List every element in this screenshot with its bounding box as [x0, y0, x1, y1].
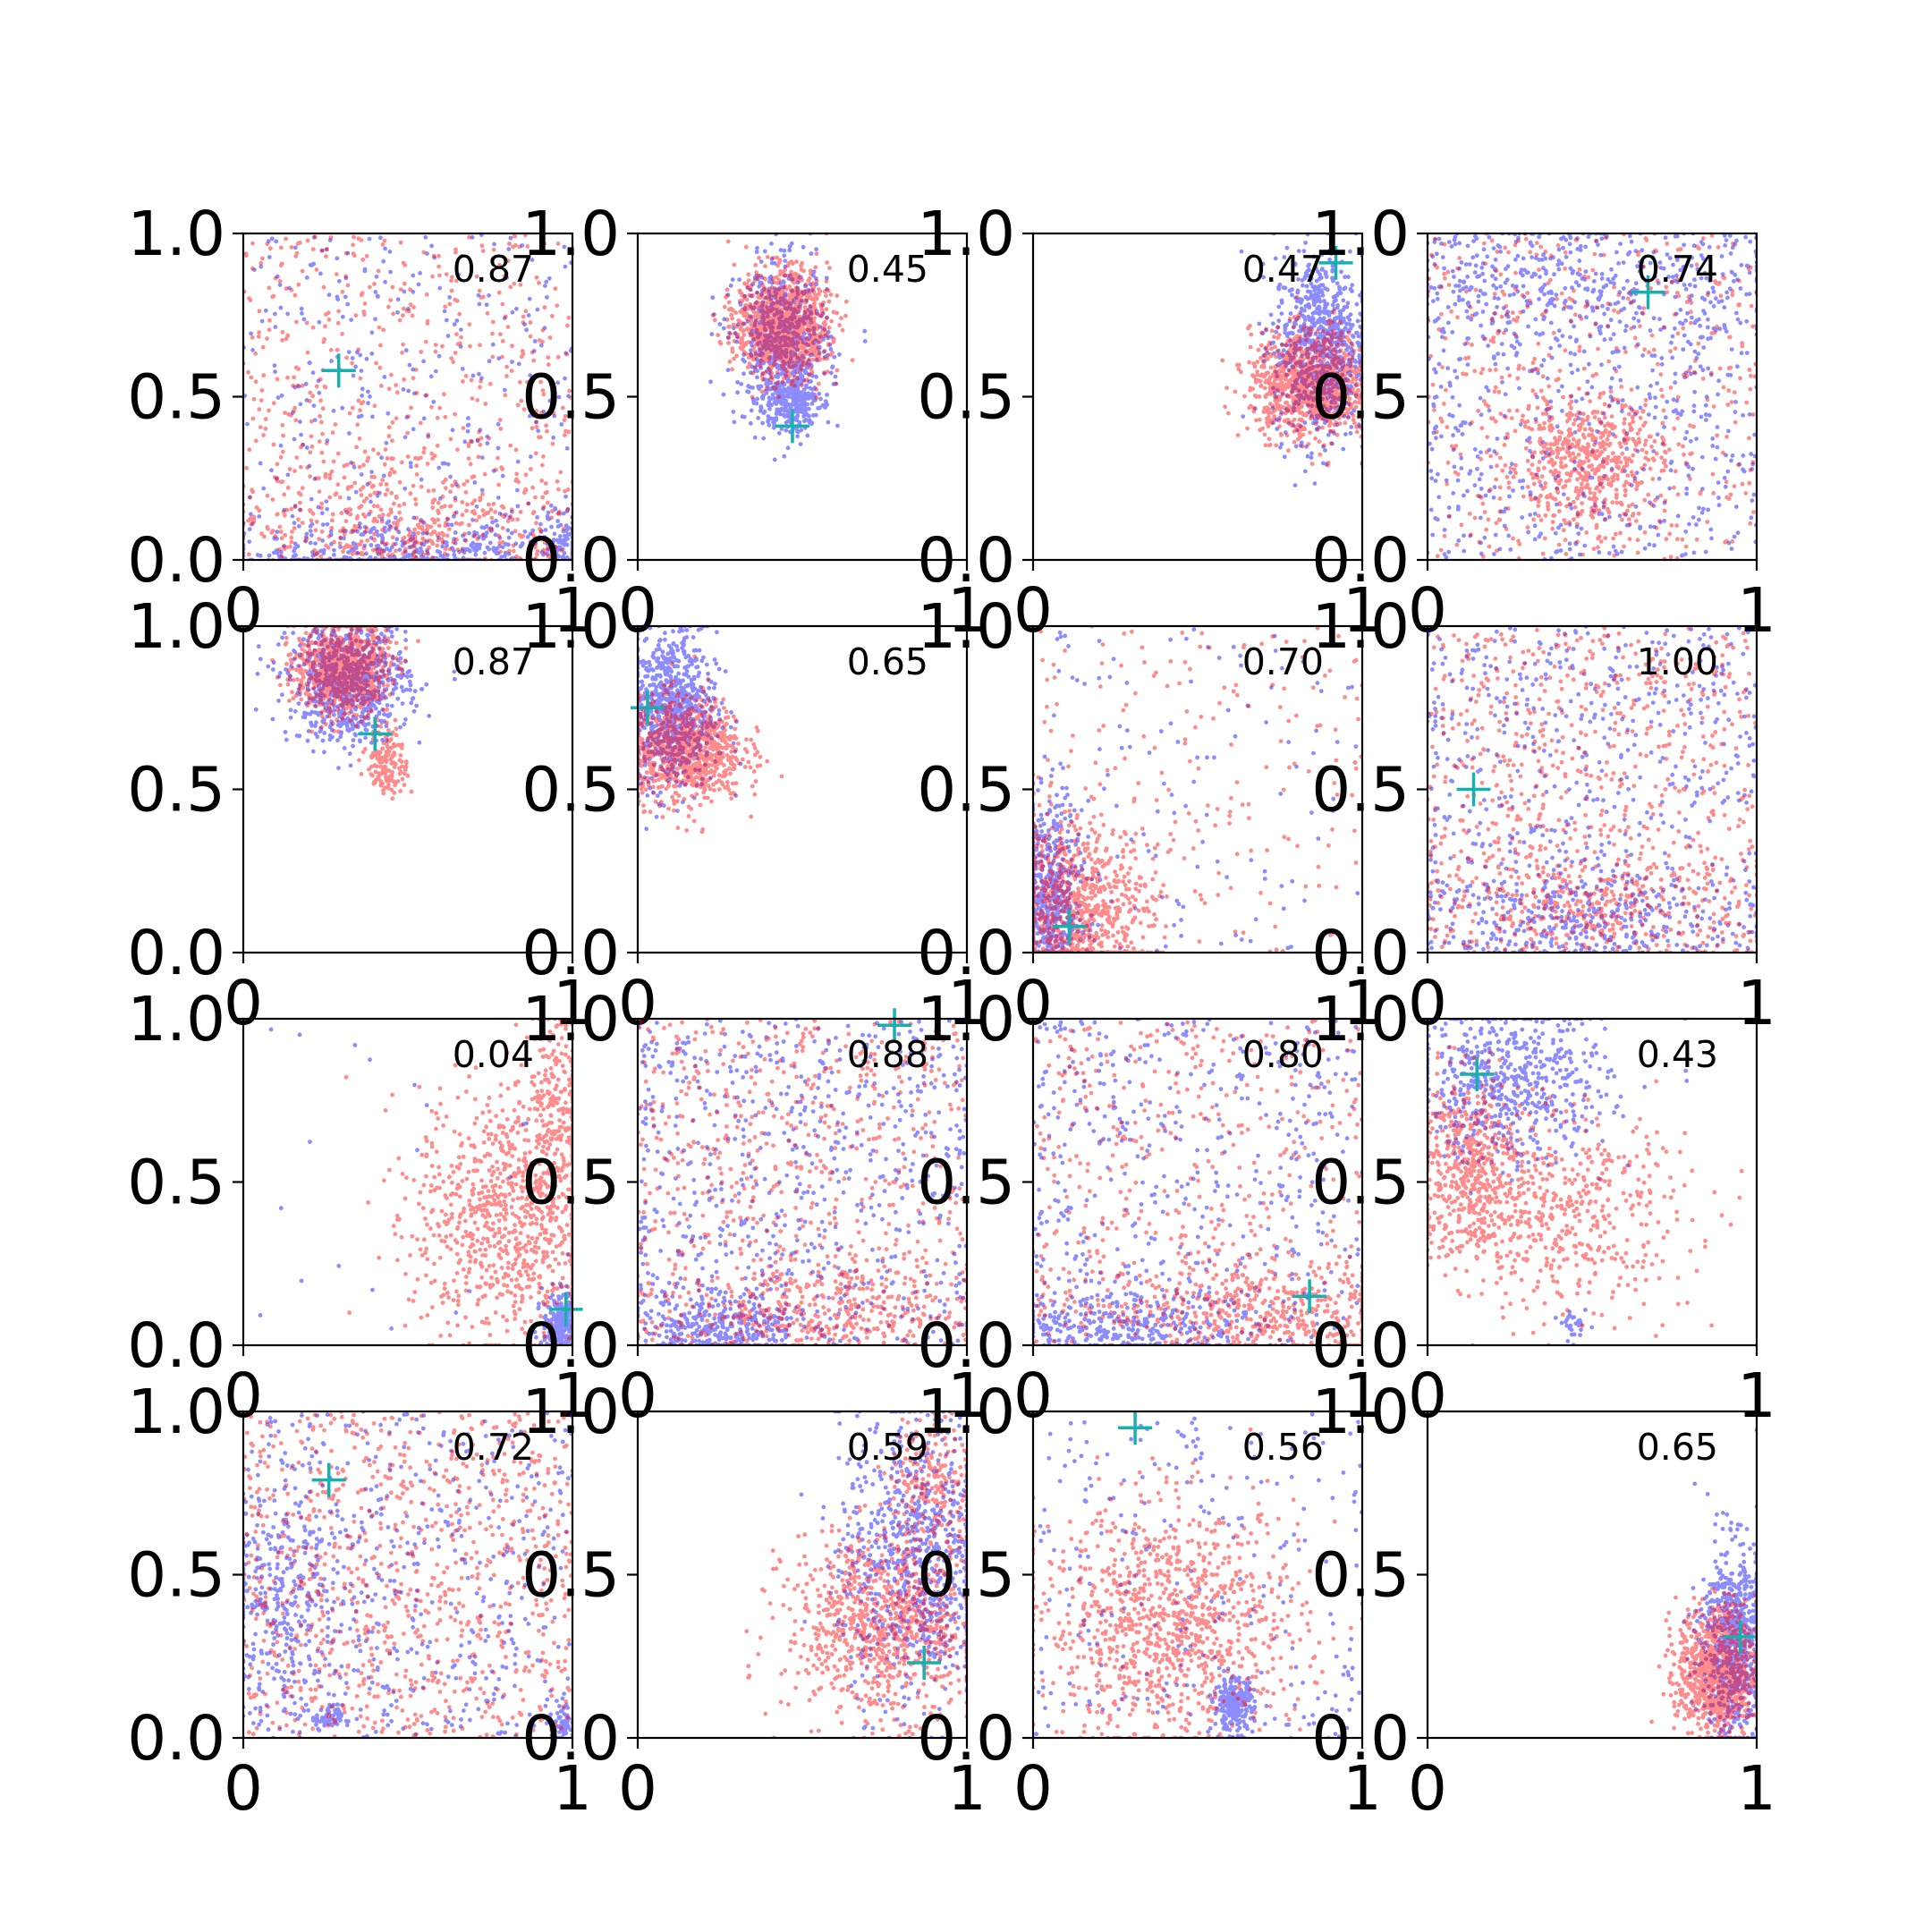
y-tick-label: 0.0 — [521, 918, 620, 989]
y-tick-label: 0.0 — [127, 1703, 225, 1775]
panel-score-label: 0.43 — [1637, 1033, 1718, 1076]
y-tick-label: 0.5 — [521, 1148, 620, 1219]
y-tick-label: 1.0 — [1311, 199, 1410, 270]
y-tick-label: 1.0 — [521, 1377, 620, 1448]
x-tick-label: 0 — [1408, 1753, 1447, 1825]
y-tick-label: 0.0 — [917, 1703, 1015, 1775]
y-tick-label: 1.0 — [127, 1377, 225, 1448]
y-tick-label: 0.5 — [917, 755, 1015, 826]
y-tick-label: 1.0 — [917, 591, 1015, 663]
x-tick-label: 1 — [1737, 1753, 1776, 1825]
x-tick-label: 0 — [224, 1753, 263, 1825]
y-tick-label: 1.0 — [127, 984, 225, 1055]
y-tick-label: 0.5 — [127, 1540, 225, 1612]
panel-score-label: 0.65 — [1637, 1426, 1718, 1469]
y-tick-label: 0.0 — [521, 525, 620, 597]
y-tick-label: 1.0 — [1311, 1377, 1410, 1448]
y-tick-label: 0.0 — [1311, 1310, 1410, 1382]
y-tick-label: 0.0 — [521, 1310, 620, 1382]
panel-score-label: 0.74 — [1637, 248, 1718, 291]
y-tick-label: 1.0 — [1311, 591, 1410, 663]
y-tick-label: 1.0 — [521, 199, 620, 270]
y-tick-label: 0.5 — [917, 362, 1015, 434]
y-tick-label: 0.5 — [917, 1540, 1015, 1612]
y-tick-label: 0.0 — [917, 918, 1015, 989]
y-tick-label: 0.0 — [1311, 1703, 1410, 1775]
y-tick-label: 0.5 — [127, 362, 225, 434]
y-tick-label: 0.5 — [521, 362, 620, 434]
y-tick-label: 0.0 — [917, 525, 1015, 597]
y-tick-label: 1.0 — [917, 984, 1015, 1055]
y-tick-label: 1.0 — [127, 591, 225, 663]
y-tick-label: 0.0 — [917, 1310, 1015, 1382]
y-tick-label: 0.5 — [127, 1148, 225, 1219]
panel-score-label: 1.00 — [1637, 640, 1718, 683]
y-tick-label: 1.0 — [917, 199, 1015, 270]
y-tick-label: 0.5 — [1311, 1148, 1410, 1219]
y-tick-label: 1.0 — [521, 984, 620, 1055]
y-tick-label: 0.0 — [127, 1310, 225, 1382]
y-tick-label: 0.5 — [917, 1148, 1015, 1219]
y-tick-label: 0.0 — [521, 1703, 620, 1775]
y-tick-label: 0.0 — [127, 525, 225, 597]
y-tick-label: 1.0 — [917, 1377, 1015, 1448]
y-tick-label: 0.5 — [521, 1540, 620, 1612]
y-tick-label: 1.0 — [521, 591, 620, 663]
y-tick-label: 0.0 — [1311, 525, 1410, 597]
y-tick-label: 0.0 — [127, 918, 225, 989]
x-tick-label: 0 — [618, 1753, 657, 1825]
y-tick-label: 0.5 — [1311, 1540, 1410, 1612]
y-tick-label: 0.5 — [1311, 755, 1410, 826]
x-tick-label: 0 — [1013, 1753, 1053, 1825]
y-tick-label: 0.0 — [1311, 918, 1410, 989]
y-tick-label: 0.5 — [127, 755, 225, 826]
y-tick-label: 0.5 — [1311, 362, 1410, 434]
y-tick-label: 1.0 — [1311, 984, 1410, 1055]
y-tick-label: 1.0 — [127, 199, 225, 270]
y-tick-label: 0.5 — [521, 755, 620, 826]
